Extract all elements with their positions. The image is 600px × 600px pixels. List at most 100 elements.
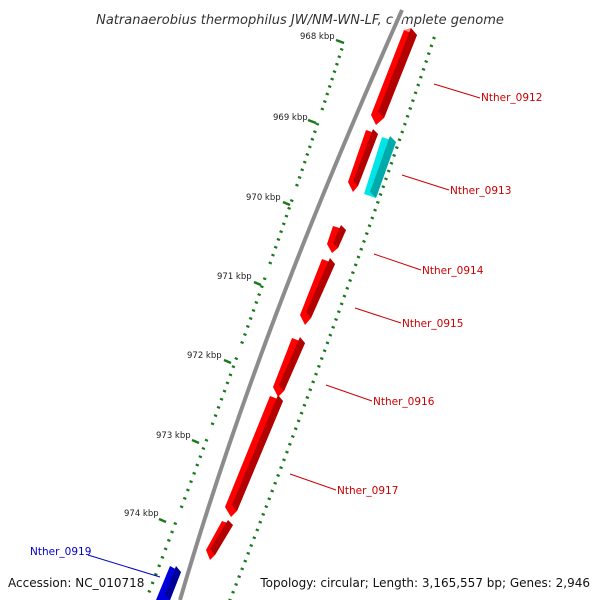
kbp-tick-974: 974 kbp bbox=[124, 509, 167, 524]
minor-tick bbox=[170, 530, 174, 534]
minor-tick bbox=[311, 380, 316, 384]
minor-tick bbox=[267, 497, 272, 501]
minor-tick bbox=[186, 488, 190, 492]
minor-tick bbox=[179, 505, 184, 509]
gene-nther-0913[interactable] bbox=[364, 136, 396, 198]
minor-tick bbox=[231, 365, 236, 369]
minor-tick bbox=[255, 528, 260, 532]
minor-tick bbox=[147, 589, 152, 594]
gene-nther-0914[interactable] bbox=[327, 225, 346, 253]
minor-tick bbox=[297, 175, 302, 180]
minor-tick bbox=[258, 520, 263, 524]
minor-tick bbox=[160, 555, 165, 559]
gene-nther-0915[interactable] bbox=[300, 258, 335, 325]
minor-tick bbox=[359, 247, 364, 251]
minor-tick bbox=[285, 450, 289, 454]
minor-tick bbox=[418, 75, 423, 79]
leader-nther-0916 bbox=[325, 384, 373, 402]
minor-tick bbox=[213, 413, 218, 418]
minor-tick bbox=[320, 107, 325, 111]
minor-tick bbox=[204, 438, 209, 442]
minor-tick bbox=[381, 185, 386, 189]
gene-label-nther-0917[interactable]: Nther_0917 bbox=[337, 485, 398, 497]
topology-text: Topology: circular; Length: 3,165,557 bp… bbox=[259, 576, 590, 590]
minor-tick bbox=[356, 255, 361, 259]
minor-tick bbox=[397, 138, 402, 142]
kbp-tick-970: 970 kbp bbox=[246, 193, 291, 207]
gene-label-nther-0914[interactable]: Nther_0914 bbox=[422, 265, 484, 277]
minor-tick bbox=[336, 310, 341, 314]
minor-tick bbox=[364, 231, 369, 236]
gene-label-nther-0919[interactable]: Nther_0919 bbox=[30, 546, 91, 558]
minor-tick bbox=[394, 145, 399, 150]
minor-tick bbox=[370, 216, 375, 220]
minor-tick bbox=[195, 463, 200, 467]
gene-nther-0918 bbox=[206, 520, 233, 560]
minor-tick bbox=[392, 153, 397, 158]
minor-tick bbox=[166, 538, 171, 543]
minor-tick bbox=[173, 521, 178, 526]
minor-tick bbox=[198, 455, 203, 459]
svg-text:971 kbp: 971 kbp bbox=[217, 272, 252, 282]
genome-backbone-line bbox=[178, 9, 404, 600]
minor-tick bbox=[312, 130, 317, 134]
kbp-tick-971: 971 kbp bbox=[217, 272, 262, 287]
minor-tick bbox=[328, 333, 333, 337]
minor-tick bbox=[276, 237, 281, 242]
minor-tick bbox=[405, 114, 410, 118]
leader-nther-0917 bbox=[289, 473, 337, 491]
minor-tick bbox=[243, 332, 247, 337]
minor-tick bbox=[182, 496, 187, 500]
gene-nther-0912b bbox=[348, 129, 378, 192]
minor-tick bbox=[228, 373, 233, 377]
minor-tick bbox=[290, 434, 295, 439]
minor-tick bbox=[295, 183, 299, 187]
minor-tick bbox=[249, 543, 254, 548]
minor-tick bbox=[273, 245, 278, 249]
minor-tick bbox=[299, 411, 304, 415]
minor-tick bbox=[240, 340, 244, 345]
minor-tick bbox=[426, 52, 431, 56]
minor-tick bbox=[150, 581, 155, 585]
minor-tick bbox=[348, 278, 352, 283]
minor-tick bbox=[153, 572, 158, 576]
gene-nther-0912[interactable] bbox=[371, 28, 417, 125]
gene-label-nther-0915[interactable]: Nther_0915 bbox=[402, 318, 463, 330]
minor-tick bbox=[331, 325, 336, 329]
minor-tick bbox=[353, 263, 358, 267]
minor-tick bbox=[339, 47, 344, 52]
gene-label-nther-0913[interactable]: Nther_0913 bbox=[450, 185, 511, 197]
minor-tick bbox=[402, 122, 407, 126]
minor-tick bbox=[305, 395, 310, 400]
gene-nther-0916[interactable] bbox=[273, 337, 305, 397]
minor-tick bbox=[289, 198, 294, 203]
minor-tick bbox=[322, 99, 327, 104]
minor-tick bbox=[251, 308, 256, 313]
minor-tick bbox=[254, 300, 259, 305]
minor-tick bbox=[261, 512, 266, 517]
minor-tick bbox=[325, 341, 330, 345]
svg-text:968 kbp: 968 kbp bbox=[300, 32, 335, 42]
minor-tick bbox=[432, 36, 436, 40]
svg-text:969 kbp: 969 kbp bbox=[273, 113, 308, 123]
minor-tick bbox=[300, 168, 305, 172]
minor-tick bbox=[219, 397, 224, 401]
gene-nther-0919[interactable] bbox=[156, 566, 181, 600]
minor-tick bbox=[362, 239, 366, 244]
minor-tick bbox=[264, 504, 269, 509]
minor-tick bbox=[189, 480, 193, 484]
gene-nther-0917[interactable] bbox=[225, 395, 283, 517]
minor-tick bbox=[413, 91, 418, 95]
gene-label-nther-0912[interactable]: Nther_0912 bbox=[481, 92, 542, 104]
minor-tick bbox=[234, 357, 239, 361]
minor-tick bbox=[325, 92, 330, 96]
minor-tick bbox=[268, 261, 273, 265]
gene-label-nther-0916[interactable]: Nther_0916 bbox=[373, 396, 435, 408]
svg-text:973 kbp: 973 kbp bbox=[156, 431, 191, 441]
minor-tick bbox=[245, 324, 250, 329]
minor-tick bbox=[257, 292, 262, 297]
minor-tick bbox=[315, 122, 320, 126]
minor-tick bbox=[345, 286, 350, 290]
minor-tick bbox=[231, 590, 235, 594]
minor-tick bbox=[262, 277, 267, 281]
